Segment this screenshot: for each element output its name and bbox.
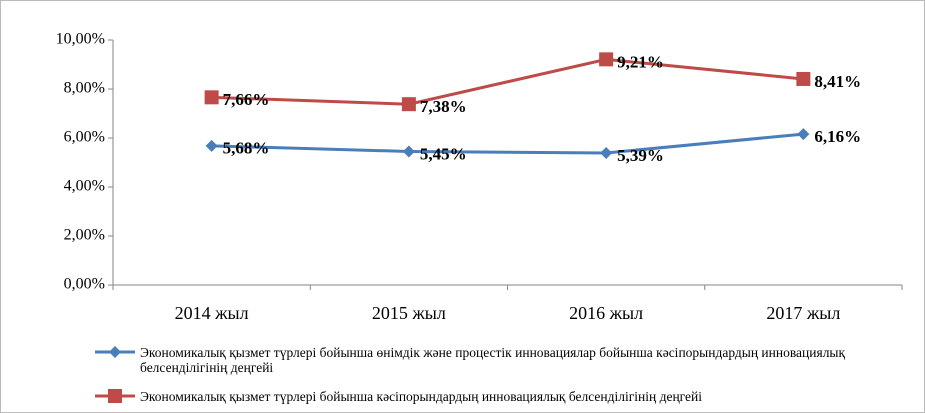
data-label: 5,68%: [223, 139, 270, 158]
point: [401, 97, 416, 112]
point: [109, 346, 121, 358]
x-tick-label: 2016 жыл: [569, 303, 643, 323]
series-line: [211, 57, 804, 106]
x-tick-label: 2015 жыл: [372, 303, 446, 323]
point: [402, 145, 415, 158]
legend-label: Экономикалық қызмет түрлері бойынша кәсі…: [140, 389, 703, 404]
point: [599, 52, 614, 67]
data-label: 6,16%: [814, 127, 861, 146]
legend-label: Экономикалық қызмет түрлері бойынша өнім…: [140, 345, 846, 375]
y-tick-label: 2,00%: [64, 227, 105, 244]
point: [797, 128, 810, 141]
x-tick-label: 2017 жыл: [766, 303, 840, 323]
data-label: 7,38%: [420, 97, 467, 116]
series-line: [211, 132, 804, 155]
point: [205, 139, 218, 152]
data-label: 7,66%: [223, 90, 270, 109]
point: [108, 389, 122, 403]
data-label: 9,21%: [617, 52, 664, 71]
point: [204, 90, 219, 105]
y-tick-label: 8,00%: [64, 80, 105, 97]
data-label: 8,41%: [814, 72, 861, 91]
x-tick-label: 2014 жыл: [175, 303, 249, 323]
data-label: 5,45%: [420, 144, 467, 163]
data-label: 5,39%: [617, 146, 664, 165]
point: [796, 71, 811, 86]
y-tick-label: 0,00%: [64, 276, 105, 293]
y-tick-label: 10,00%: [56, 31, 105, 48]
y-tick-label: 6,00%: [64, 129, 105, 146]
y-tick-label: 4,00%: [64, 178, 105, 195]
point: [600, 146, 613, 159]
